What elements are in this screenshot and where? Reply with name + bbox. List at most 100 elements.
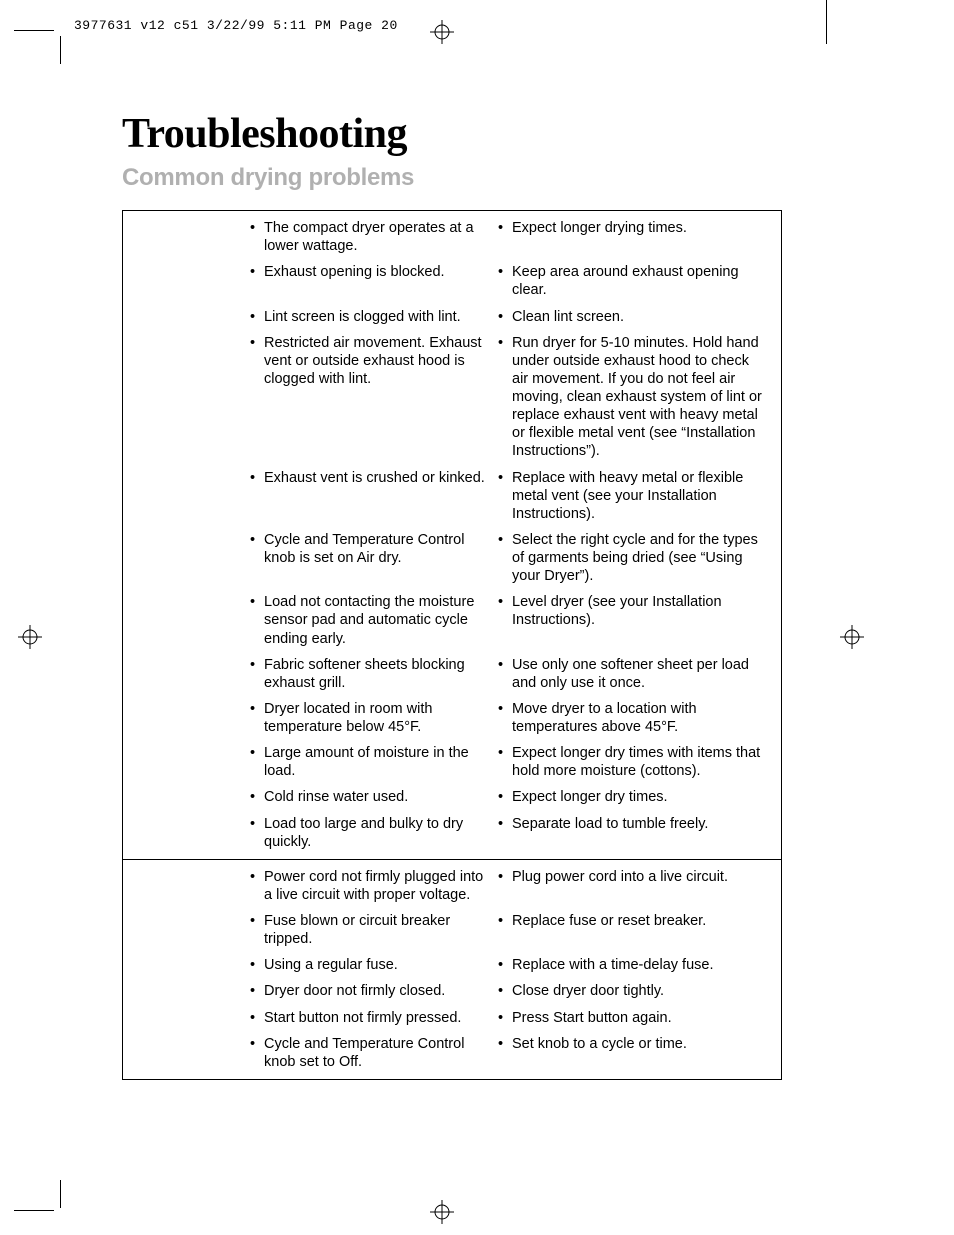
table-row: •Cycle and Temperature Control knob is s… xyxy=(250,531,771,585)
solution-cell: •Run dryer for 5-10 minutes. Hold hand u… xyxy=(498,334,768,461)
cause-cell: •Cold rinse water used. xyxy=(250,788,498,806)
cause-text: Using a regular fuse. xyxy=(264,956,488,974)
table-row: •Cold rinse water used.•Expect longer dr… xyxy=(250,788,771,806)
solution-text: Separate load to tumble freely. xyxy=(512,815,768,851)
bullet-icon: • xyxy=(498,531,512,585)
crop-mark xyxy=(14,30,54,31)
bullet-icon: • xyxy=(250,982,264,1000)
table-row: •Load not contacting the moisture sensor… xyxy=(250,593,771,647)
bullet-icon: • xyxy=(250,1035,264,1071)
cause-cell: •Restricted air movement. Exhaust vent o… xyxy=(250,334,498,461)
solution-cell: •Select the right cycle and for the type… xyxy=(498,531,768,585)
cause-text: Restricted air movement. Exhaust vent or… xyxy=(264,334,488,461)
cause-text: Load not contacting the moisture sensor … xyxy=(264,593,488,647)
solution-cell: •Level dryer (see your Installation Inst… xyxy=(498,593,768,647)
bullet-icon: • xyxy=(498,308,512,326)
solution-text: Expect longer dry times with items that … xyxy=(512,744,768,780)
cause-text: Fuse blown or circuit breaker tripped. xyxy=(264,912,488,948)
bullet-icon: • xyxy=(250,593,264,647)
table-row: •Power cord not firmly plugged into a li… xyxy=(250,868,771,904)
table-row: •Fuse blown or circuit breaker tripped.•… xyxy=(250,912,771,948)
bullet-icon: • xyxy=(250,956,264,974)
table-row: •Dryer door not firmly closed.•Close dry… xyxy=(250,982,771,1000)
solution-text: Replace fuse or reset breaker. xyxy=(512,912,768,948)
solution-cell: •Separate load to tumble freely. xyxy=(498,815,768,851)
table-row: •Fabric softener sheets blocking exhaust… xyxy=(250,656,771,692)
solution-text: Expect longer dry times. xyxy=(512,788,768,806)
cause-cell: •Exhaust opening is blocked. xyxy=(250,263,498,299)
print-slug: 3977631 v12 c51 3/22/99 5:11 PM Page 20 xyxy=(74,18,398,33)
solution-text: Keep area around exhaust opening clear. xyxy=(512,263,768,299)
cause-text: Fabric softener sheets blocking exhaust … xyxy=(264,656,488,692)
solution-cell: •Replace with a time-delay fuse. xyxy=(498,956,768,974)
solution-text: Move dryer to a location with temperatur… xyxy=(512,700,768,736)
page-content: Troubleshooting Common drying problems •… xyxy=(122,110,782,1080)
crop-mark xyxy=(14,1210,54,1211)
solution-text: Use only one softener sheet per load and… xyxy=(512,656,768,692)
table-section: •Power cord not firmly plugged into a li… xyxy=(122,860,781,1080)
cause-cell: •Fabric softener sheets blocking exhaust… xyxy=(250,656,498,692)
cause-text: Exhaust vent is crushed or kinked. xyxy=(264,469,488,523)
bullet-icon: • xyxy=(498,868,512,904)
problem-label-column xyxy=(122,211,250,859)
solution-cell: •Move dryer to a location with temperatu… xyxy=(498,700,768,736)
solution-cell: •Clean lint screen. xyxy=(498,308,768,326)
bullet-icon: • xyxy=(250,868,264,904)
registration-mark-icon xyxy=(840,625,864,649)
bullet-icon: • xyxy=(498,334,512,461)
cause-text: Dryer located in room with temperature b… xyxy=(264,700,488,736)
page-title: Troubleshooting xyxy=(122,110,782,158)
bullet-icon: • xyxy=(250,531,264,585)
bullet-icon: • xyxy=(250,308,264,326)
cause-cell: •Start button not firmly pressed. xyxy=(250,1009,498,1027)
solution-text: Plug power cord into a live circuit. xyxy=(512,868,768,904)
table-row: •Start button not firmly pressed.•Press … xyxy=(250,1009,771,1027)
registration-mark-icon xyxy=(430,1200,454,1224)
crop-mark xyxy=(826,0,827,44)
table-row: •Restricted air movement. Exhaust vent o… xyxy=(250,334,771,461)
table-row: •Load too large and bulky to dry quickly… xyxy=(250,815,771,851)
table-row: • Large amount of moisture in the load. •E… xyxy=(250,744,771,780)
table-row: •Lint screen is clogged with lint.•Clean… xyxy=(250,308,771,326)
bullet-icon: • xyxy=(498,744,512,780)
cause-text: Dryer door not firmly closed. xyxy=(264,982,488,1000)
crop-mark xyxy=(60,1180,61,1208)
cause-text: Large amount of moisture in the load. xyxy=(264,744,488,780)
table-row: •Exhaust vent is crushed or kinked.•Repl… xyxy=(250,469,771,523)
bullet-icon: • xyxy=(498,982,512,1000)
solution-cell: •Replace fuse or reset breaker. xyxy=(498,912,768,948)
rows-container: •The compact dryer operates at a lower w… xyxy=(250,211,781,859)
bullet-icon: • xyxy=(250,219,264,255)
bullet-icon: • xyxy=(250,700,264,736)
solution-cell: •Press Start button again. xyxy=(498,1009,768,1027)
cause-cell: •Lint screen is clogged with lint. xyxy=(250,308,498,326)
cause-text: Cycle and Temperature Control knob is se… xyxy=(264,531,488,585)
bullet-icon: • xyxy=(498,912,512,948)
registration-mark-icon xyxy=(18,625,42,649)
solution-cell: •Replace with heavy metal or flexible me… xyxy=(498,469,768,523)
solution-cell: •Expect longer dry times with items that… xyxy=(498,744,768,780)
table-section: •The compact dryer operates at a lower w… xyxy=(122,211,781,860)
solution-cell: •Set knob to a cycle or time. xyxy=(498,1035,768,1071)
solution-text: Expect longer drying times. xyxy=(512,219,768,255)
bullet-icon: • xyxy=(250,263,264,299)
bullet-icon: • xyxy=(498,469,512,523)
cause-text: Cycle and Temperature Control knob set t… xyxy=(264,1035,488,1071)
bullet-icon: • xyxy=(498,593,512,647)
cause-text: Power cord not firmly plugged into a liv… xyxy=(264,868,488,904)
solution-text: Run dryer for 5-10 minutes. Hold hand un… xyxy=(512,334,768,461)
table-row: •The compact dryer operates at a lower w… xyxy=(250,219,771,255)
bullet-icon: • xyxy=(250,1009,264,1027)
bullet-icon: • xyxy=(250,815,264,851)
cause-cell: •The compact dryer operates at a lower w… xyxy=(250,219,498,255)
bullet-icon: • xyxy=(498,815,512,851)
cause-cell: •Dryer located in room with temperature … xyxy=(250,700,498,736)
cause-cell: •Fuse blown or circuit breaker tripped. xyxy=(250,912,498,948)
problem-label-column xyxy=(122,860,250,1079)
bullet-icon: • xyxy=(250,656,264,692)
solution-text: Replace with a time-delay fuse. xyxy=(512,956,768,974)
registration-mark-icon xyxy=(430,20,454,44)
solution-text: Clean lint screen. xyxy=(512,308,768,326)
solution-cell: •Expect longer drying times. xyxy=(498,219,768,255)
solution-text: Select the right cycle and for the types… xyxy=(512,531,768,585)
